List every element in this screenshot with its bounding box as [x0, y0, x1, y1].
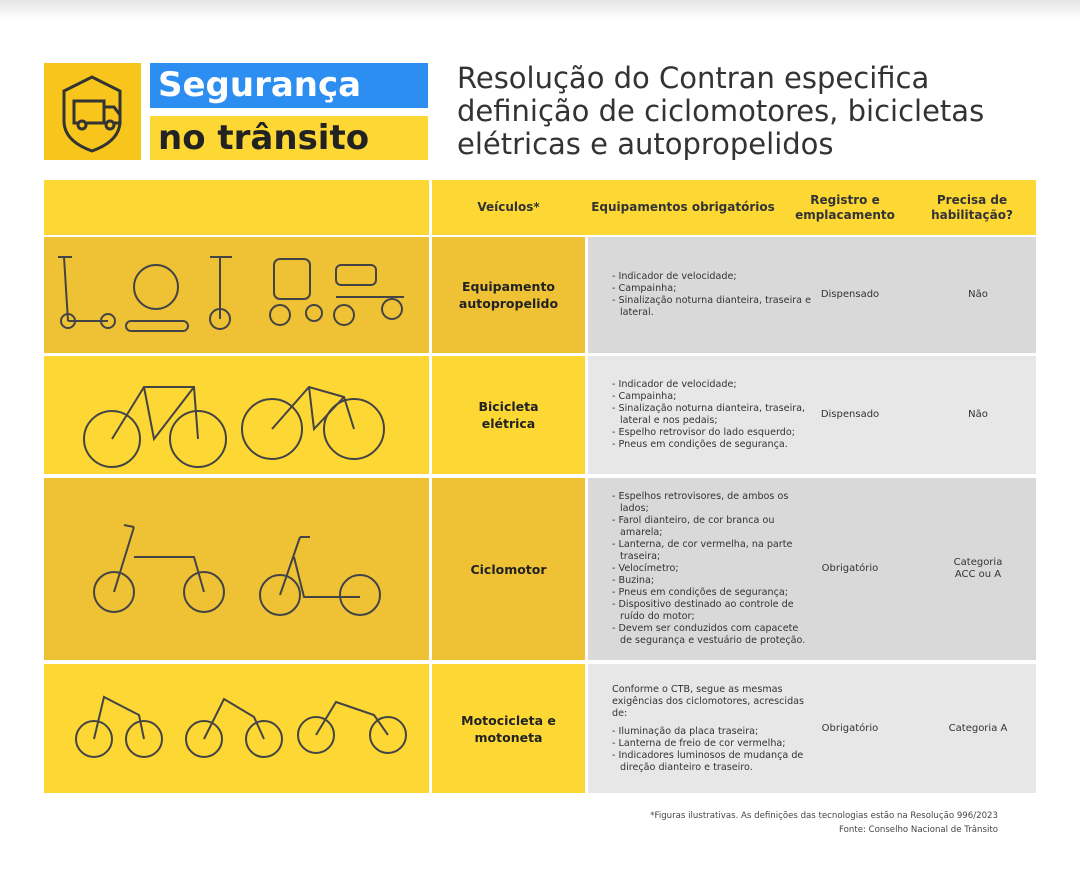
equipment-item: - Indicador de velocidade; — [612, 271, 737, 282]
registration-cell: Obrigatório — [821, 563, 879, 574]
equipment-item: - Indicador de velocidade; — [612, 379, 737, 390]
header-cell: Equipamentos obrigatórios — [591, 200, 775, 214]
icon-box — [44, 63, 141, 160]
equipment-item: - Pneus em condições de segurança; — [612, 587, 789, 598]
footnote: *Figuras ilustrativas. As definições das… — [650, 811, 998, 821]
equipment-item: - Lanterna de freio de cor vermelha; — [612, 737, 786, 749]
info-cell — [588, 237, 1036, 353]
header-cell: Precisa de habilitação? — [931, 192, 1013, 222]
title-line: elétricas e autopropelidos — [457, 127, 834, 161]
equipment-list: - Indicador de velocidade; - Campainha; - … — [612, 237, 812, 353]
equipment-intro: Conforme o CTB, segue as mesmas exigênci… — [612, 683, 805, 719]
title-line: Resolução do Contran especifica — [457, 61, 930, 95]
header-cell: Registro e emplacamento — [795, 192, 895, 222]
equipment-item: - Indicadores luminosos de mudança de di… — [612, 749, 804, 773]
vehicle-illustrations — [58, 256, 407, 758]
equipment-list: - Espelhos retrovisores, de ambos os lad… — [612, 478, 812, 660]
vehicle-cell: Ciclomotor — [432, 478, 585, 660]
equipment-list: - Indicador de velocidade; - Campainha; - … — [612, 356, 812, 474]
license-cell: Não — [968, 289, 988, 300]
badge-line1: Segurança — [150, 63, 428, 108]
table-header — [44, 180, 1036, 235]
equipment-item: - Pneus em condições de segurança. — [612, 439, 788, 450]
title-line: definição de ciclomotores, bicicletas — [457, 94, 985, 128]
info-cell — [588, 478, 1036, 660]
title: Resolução do Contran especifica definiçã… — [457, 62, 984, 161]
equipment-item: - Devem ser conduzidos com capacete de s… — [612, 623, 806, 646]
top-strip — [0, 0, 1080, 20]
truck-shield-icon — [62, 75, 122, 153]
equipment-item: - Lanterna, de cor vermelha, na parte tr… — [612, 539, 793, 562]
info-cell — [588, 664, 1036, 793]
vehicle-cell: Motocicleta e motoneta — [432, 664, 585, 793]
equipment-item: - Espelho retrovisor do lado esquerdo; — [612, 427, 795, 438]
equipment-item: - Dispositivo destinado ao controle de r… — [612, 599, 794, 622]
equipment-item: - Farol dianteiro, de cor branca ou amar… — [612, 515, 775, 538]
license-cell: Não — [968, 409, 988, 420]
registration-cell: Dispensado — [820, 409, 880, 420]
image-cell — [44, 237, 429, 353]
equipment-item: - Iluminação da placa traseira; — [612, 725, 759, 737]
source: Fonte: Conselho Nacional de Trânsito — [838, 825, 998, 835]
equipment-item: - Espelhos retrovisores, de ambos os lad… — [612, 491, 789, 514]
license-cell: Categoria ACC ou A — [953, 557, 1003, 580]
equipment-item: - Campainha; — [612, 391, 677, 402]
column-divider — [429, 180, 432, 793]
image-cell — [44, 478, 429, 660]
equipment-list: Conforme o CTB, segue as mesmas exigênci… — [612, 664, 812, 793]
registration-cell: Obrigatório — [821, 722, 879, 734]
footer: *Figuras ilustrativas. As definições das… — [650, 809, 998, 837]
header-cell: Veículos* — [477, 200, 540, 214]
registration-cell: Dispensado — [820, 289, 880, 300]
equipment-item: - Sinalização noturna dianteira, traseir… — [612, 403, 806, 426]
license-cell: Categoria A — [948, 722, 1008, 734]
vehicle-cell: Equipamento autopropelido — [432, 237, 585, 353]
vehicle-cell: Bicicleta elétrica — [432, 356, 585, 474]
equipment-item: - Campainha; — [612, 283, 677, 294]
badge-line2: no trânsito — [150, 116, 428, 160]
equipment-item: - Velocímetro; — [612, 563, 679, 574]
equipment-item: - Buzina; — [612, 575, 655, 586]
image-cell — [44, 356, 429, 474]
equipment-item: - Sinalização noturna dianteira, traseir… — [612, 295, 812, 318]
info-cell — [588, 356, 1036, 474]
